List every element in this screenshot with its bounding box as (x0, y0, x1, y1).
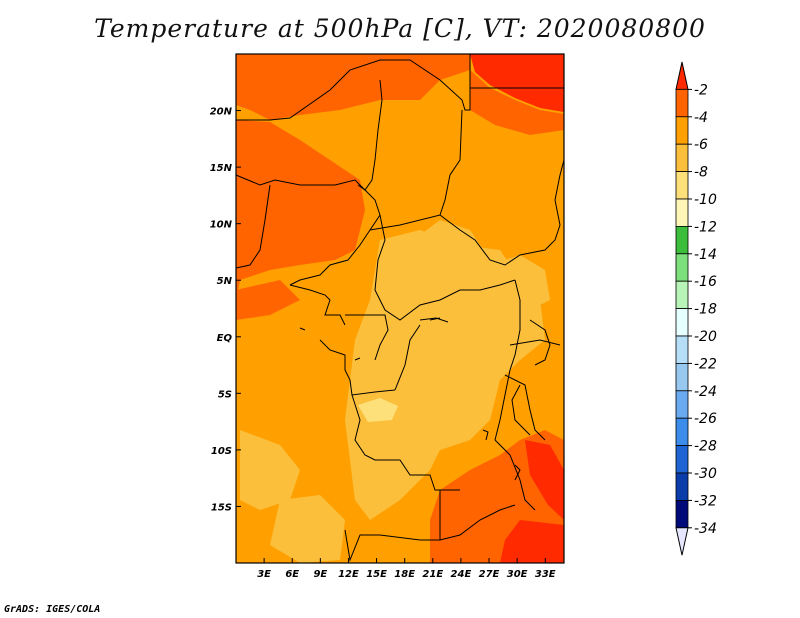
colorbar-label: -34 (694, 521, 717, 537)
lat-tick-label: 15S (211, 502, 232, 513)
colorbar-label: -32 (694, 493, 717, 509)
colorbar-label: -4 (694, 110, 708, 126)
colorbar-swatch (675, 143, 689, 172)
lat-tick-label: 10S (211, 446, 232, 457)
temp-zone-center (345, 230, 545, 520)
colorbar-label: -20 (694, 329, 717, 345)
colorbar-label: -10 (694, 192, 717, 208)
colorbar: -2 -4 -6 -8 -10 -12 -14 -16 -18 -20 -22 -24 -26 -28 -3… (675, 61, 717, 556)
colorbar-swatch (675, 472, 689, 501)
colorbar-swatch (675, 308, 689, 337)
colorbar-label: -16 (694, 274, 717, 290)
colorbar-top-arrow (675, 61, 689, 90)
lon-tick-label: 21E (422, 569, 443, 580)
lat-tick-label: EQ (217, 333, 233, 344)
country-borders (235, 54, 565, 562)
lat-tick-label: 5S (218, 389, 232, 400)
lon-tick-label: 6E (285, 569, 299, 580)
temp-zone-east-tongue (475, 255, 550, 310)
colorbar-swatch (675, 280, 689, 310)
temp-zone-southwest (270, 495, 345, 563)
temp-zone-ne-fringe (470, 70, 564, 135)
colorbar-bottom-arrow (675, 527, 689, 556)
colorbar-swatch (675, 390, 689, 419)
footer-credit: GrADS: IGES/COLA (4, 604, 101, 615)
colorbar-label: -2 (694, 82, 708, 98)
lon-tick-label: 15E (366, 569, 387, 580)
colorbar-label: -18 (694, 302, 717, 318)
temp-zone-west-patch (240, 430, 300, 510)
lat-tick-label: 10N (210, 220, 233, 231)
colorbar-label: -24 (694, 384, 717, 400)
map-area (235, 54, 565, 563)
colorbar-label: -22 (694, 356, 717, 372)
temp-zone-north (236, 54, 470, 120)
lat-tick-label: 15N (210, 163, 233, 174)
colorbar-label: -30 (694, 466, 717, 482)
colorbar-swatch (675, 417, 689, 447)
colorbar-swatch (675, 499, 689, 529)
colorbar-swatch (675, 362, 689, 392)
colorbar-swatch (675, 89, 689, 118)
colorbar-swatch (675, 198, 689, 227)
temp-zone-northwest (236, 120, 365, 300)
map-frame (235, 53, 565, 564)
map-title: Temperature at 500hPa [C], VT: 202008080… (94, 14, 706, 43)
colorbar-label: -28 (694, 439, 717, 455)
lon-tick-label: 3E (257, 569, 271, 580)
colorbar-label: -14 (694, 247, 717, 263)
colorbar-swatch (675, 445, 689, 474)
colorbar-label: -26 (694, 411, 717, 427)
temp-zone-southeast-core (525, 440, 564, 520)
colorbar-swatch (675, 225, 689, 255)
longitude-axis: 3E 6E 9E 12E 15E 18E 21E 24E 27E 30E 33E (257, 558, 556, 580)
colorbar-label: -8 (694, 165, 708, 181)
lon-tick-label: 27E (479, 569, 500, 580)
temp-zone-west-coast (236, 280, 300, 320)
lat-tick-label: 20N (210, 107, 233, 118)
lat-tick-label: 5N (217, 276, 233, 287)
temp-zone-south-edge (500, 520, 564, 563)
lon-tick-label: 12E (338, 569, 359, 580)
colorbar-swatch (675, 253, 689, 282)
colorbar-swatch (675, 335, 689, 364)
lon-tick-label: 18E (394, 569, 415, 580)
latitude-axis: 20N 15N 10N 5N EQ 5S 10S 15S (210, 107, 241, 513)
lon-tick-label: 24E (451, 569, 472, 580)
colorbar-label: -6 (694, 137, 708, 153)
lon-tick-label: 30E (507, 569, 528, 580)
colorbar-swatch (675, 116, 689, 145)
lon-tick-label: 33E (535, 569, 556, 580)
colorbar-swatch (675, 171, 689, 200)
temp-zone-northeast (470, 54, 564, 112)
lon-tick-label: 9E (313, 569, 327, 580)
temp-zone-north-center (400, 220, 490, 275)
temp-zone-coldest (358, 398, 398, 422)
colorbar-label: -12 (694, 219, 717, 235)
